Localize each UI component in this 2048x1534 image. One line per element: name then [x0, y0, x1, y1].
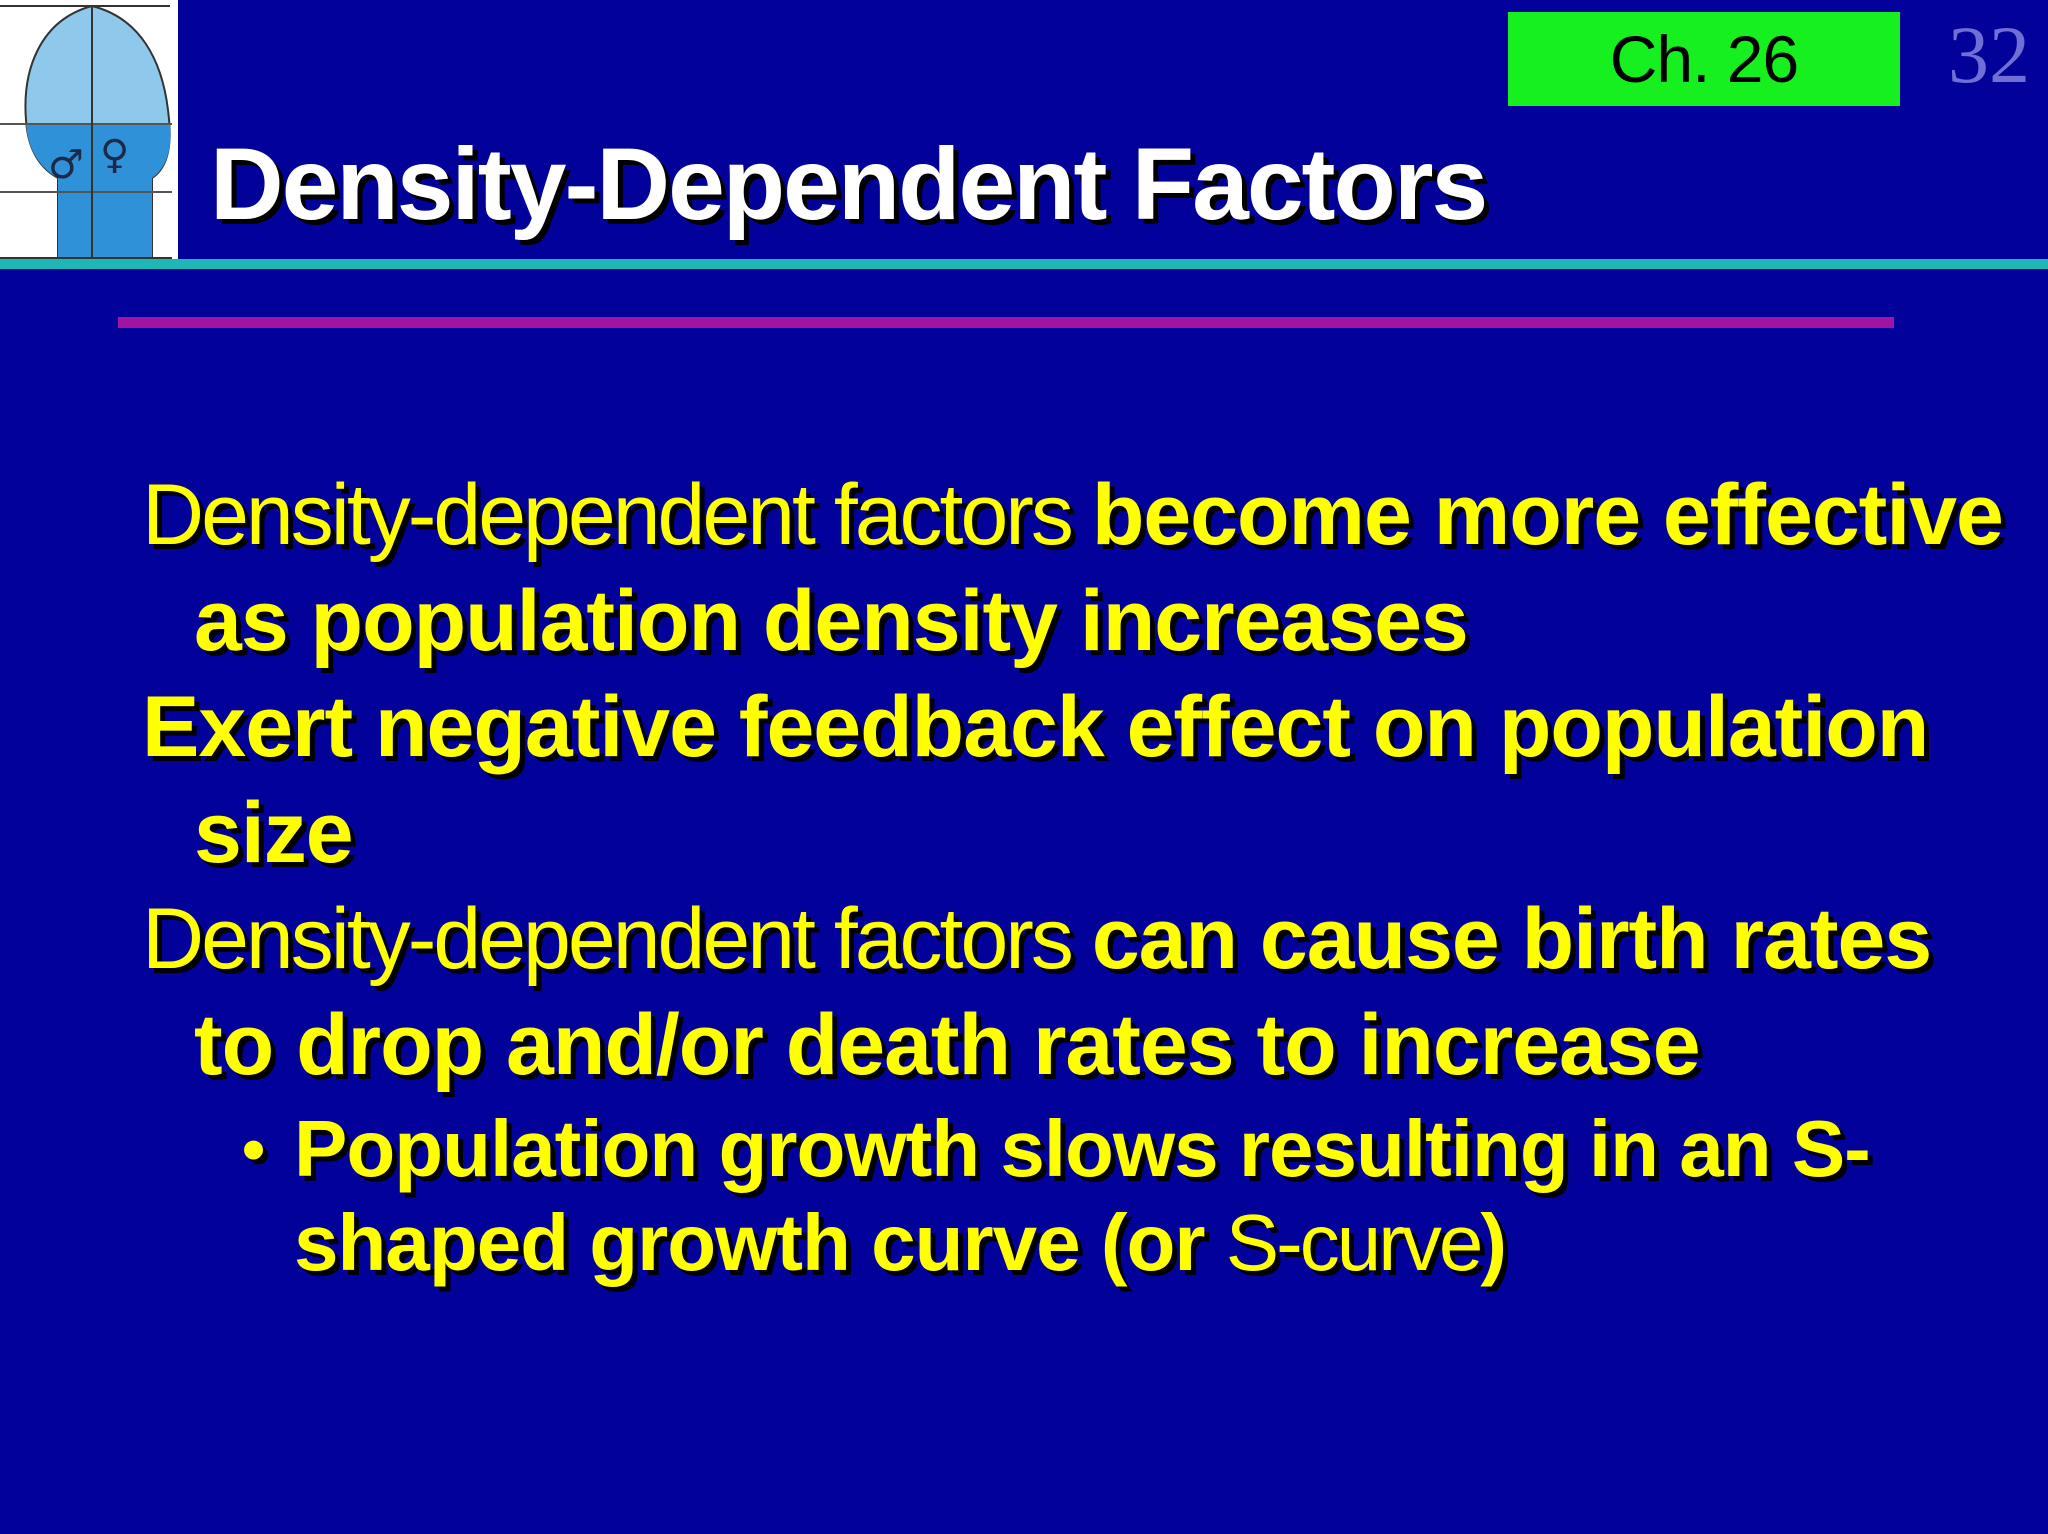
- sub-point-emphasis: Population growth slows resulting in an …: [294, 1104, 1871, 1287]
- sub-point-close: ): [1480, 1198, 1507, 1287]
- accent-divider: [118, 317, 1894, 328]
- bullet-icon: •: [242, 1112, 265, 1186]
- point-2-emphasis: Exert negative feedback effect on popula…: [142, 679, 1929, 881]
- header-divider: [0, 259, 2048, 269]
- point-1-lead: Density-dependent factors: [142, 467, 1092, 563]
- point-3-lead: Density-dependent factors: [142, 891, 1092, 987]
- slide-body: Density-dependent factors become more ef…: [142, 462, 2022, 1290]
- point-2: Exert negative feedback effect on popula…: [142, 674, 2022, 886]
- flask-icon: ♂ ♀: [0, 0, 178, 262]
- chapter-badge: Ch. 26: [1508, 12, 1900, 106]
- slide-title: Density-Dependent Factors: [210, 127, 1488, 241]
- sub-point-plain: S-curve: [1225, 1198, 1484, 1287]
- sub-point: • Population growth slows resulting in a…: [242, 1102, 2022, 1290]
- point-3: Density-dependent factors can cause birt…: [142, 886, 2022, 1098]
- male-symbol: ♂: [48, 142, 84, 188]
- population-flask-logo: ♂ ♀: [0, 0, 178, 262]
- point-1-emphasis: become more effective as population dens…: [194, 467, 2004, 669]
- point-3-emphasis: can cause birth rates to drop and/or dea…: [194, 891, 1932, 1093]
- female-symbol: ♀: [100, 132, 129, 178]
- page-number: 32: [1948, 9, 2030, 100]
- point-1: Density-dependent factors become more ef…: [142, 462, 2022, 674]
